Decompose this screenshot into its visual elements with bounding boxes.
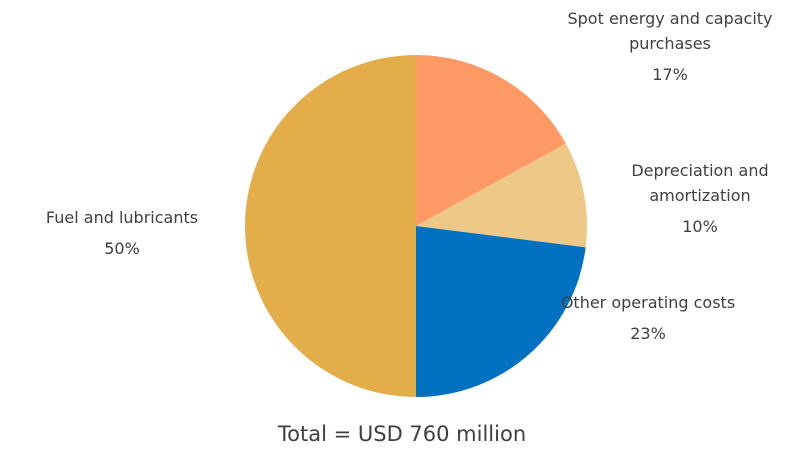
slice-label: Depreciation and amortization 10% [600, 158, 800, 239]
pie-slice [416, 143, 587, 248]
total-annotation: Total = USD 760 million [277, 422, 527, 446]
value-label: 17% [652, 65, 688, 84]
pie-slice [416, 226, 586, 397]
pie-slice [245, 55, 416, 397]
slice-label: Fuel and lubricants 50% [2, 205, 242, 261]
pie-slice [416, 55, 566, 226]
value-label: 50% [104, 239, 140, 258]
value-label: 23% [630, 324, 666, 343]
category-name: Other operating costs [560, 293, 736, 312]
category-name: Spot energy and capacity purchases [567, 9, 773, 53]
value-label: 10% [682, 217, 718, 236]
category-name: Depreciation and amortization [631, 161, 769, 205]
slice-label: Other operating costs 23% [558, 290, 738, 346]
slice-label: Spot energy and capacity purchases 17% [560, 6, 780, 87]
category-name: Fuel and lubricants [45, 208, 199, 227]
